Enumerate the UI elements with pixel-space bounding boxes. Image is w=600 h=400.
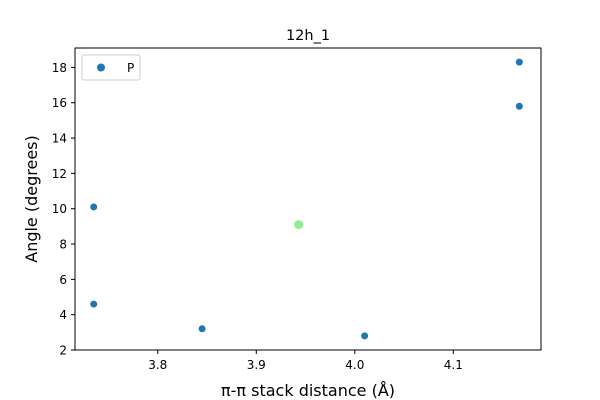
y-tick-label: 4 (59, 308, 67, 322)
legend-marker-p (97, 63, 105, 72)
data-point (515, 58, 523, 66)
legend-box (81, 54, 141, 81)
data-point (90, 300, 98, 308)
chart-title: 12h_1 (286, 28, 330, 44)
data-point (515, 102, 523, 110)
y-axis-ticks: 2 4 6 8 10 12 14 16 18 (52, 61, 75, 358)
y-tick-label: 18 (52, 61, 67, 75)
x-tick-label: 4.1 (444, 358, 463, 372)
x-tick-label: 3.8 (148, 358, 167, 372)
y-tick-label: 2 (59, 344, 67, 358)
y-tick-label: 14 (52, 132, 67, 146)
data-point (90, 203, 98, 211)
x-tick-label: 3.9 (247, 358, 266, 372)
data-points (90, 58, 523, 340)
y-tick-label: 8 (59, 238, 67, 252)
y-tick-label: 16 (52, 96, 67, 110)
data-point (198, 325, 206, 333)
legend-label-p: P (127, 61, 134, 75)
legend: P (81, 54, 141, 81)
data-point (294, 220, 304, 230)
y-axis-label: Angle (degrees) (22, 135, 41, 263)
y-tick-label: 6 (59, 273, 67, 287)
x-tick-label: 4.0 (345, 358, 364, 372)
x-axis-label: π-π stack distance (Å) (221, 381, 395, 400)
y-tick-label: 10 (52, 202, 67, 216)
y-tick-label: 12 (52, 167, 67, 181)
data-point (361, 332, 369, 340)
x-axis-ticks: 3.8 3.9 4.0 4.1 (148, 350, 463, 372)
plot-area: 3.8 3.9 4.0 4.1 2 4 6 8 10 12 14 16 18 (52, 47, 542, 372)
plot-frame (74, 47, 542, 351)
